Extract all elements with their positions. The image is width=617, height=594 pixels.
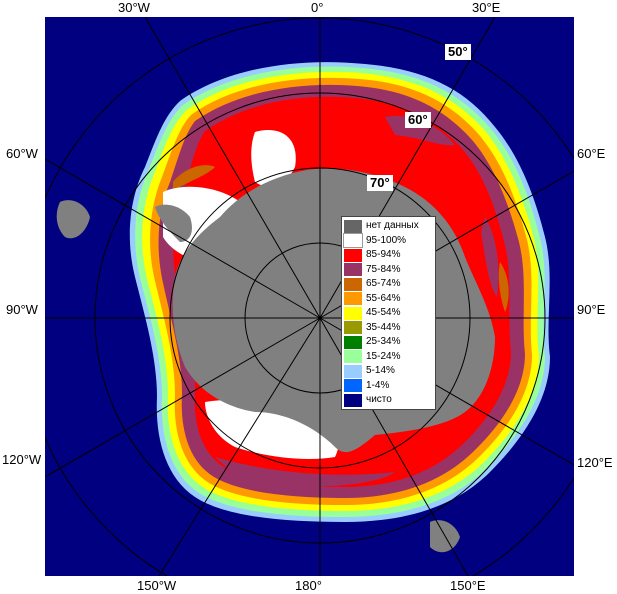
antarctic-peninsula <box>155 204 192 242</box>
sea-ice-map: 50° 60° 70° <box>45 17 574 576</box>
legend-swatch <box>344 364 362 378</box>
legend-label: 65-74% <box>366 278 401 290</box>
legend-item: 15-24% <box>344 350 433 365</box>
legend-swatch <box>344 292 362 306</box>
legend-item: чисто <box>344 393 433 408</box>
lon-label-60w: 60°W <box>6 146 38 161</box>
meridians <box>45 17 574 576</box>
lon-label-120e: 120°E <box>577 455 613 470</box>
legend-item: 65-74% <box>344 277 433 292</box>
meridian-120w <box>45 317 321 478</box>
legend-item: 85-94% <box>344 248 433 263</box>
legend-label: 15-24% <box>366 350 401 362</box>
legend-item: 25-34% <box>344 335 433 350</box>
legend-swatch <box>344 277 362 291</box>
legend-item: 95-100% <box>343 233 433 249</box>
legend-label: 35-44% <box>366 321 401 333</box>
legend-swatch <box>344 321 362 335</box>
ice-patch-purple-3 <box>215 457 395 487</box>
lon-label-30w: 30°W <box>118 0 150 15</box>
legend-label: 85-94% <box>366 249 401 261</box>
lat-label-60: 60° <box>405 112 431 128</box>
ice-patch-purple-1 <box>385 116 455 146</box>
lon-label-30e: 30°E <box>472 0 501 15</box>
lon-label-120w: 120°W <box>2 452 42 467</box>
legend-label: нет данных <box>366 220 419 232</box>
legend-swatch <box>344 350 362 364</box>
legend-label: 5-14% <box>366 365 395 377</box>
map-canvas <box>45 17 574 576</box>
legend-label: 45-54% <box>366 307 401 319</box>
ice-patch-orange-2 <box>498 262 509 312</box>
ice-patch-orange-1 <box>173 165 215 192</box>
lat-label-70: 70° <box>367 175 393 191</box>
meridian-150w <box>158 317 321 576</box>
lon-label-150w: 150°W <box>137 578 177 593</box>
ice-patch-purple-2 <box>481 217 499 297</box>
legend-label: 55-64% <box>366 292 401 304</box>
meridian-60w <box>45 158 321 319</box>
lon-label-60e: 60°E <box>577 146 606 161</box>
legend-swatch <box>344 335 362 349</box>
legend-label: 1-4% <box>366 379 390 391</box>
ice-95-100-weddell <box>251 130 296 187</box>
legend-label: чисто <box>366 394 392 406</box>
legend: нет данных 95-100% 85-94% 75-84% 65-74% 55-64… <box>341 216 436 410</box>
land-south-america <box>56 200 90 239</box>
legend-label: 75-84% <box>366 263 401 275</box>
legend-swatch <box>343 233 363 249</box>
legend-item: 1-4% <box>344 379 433 394</box>
legend-swatch <box>344 306 362 320</box>
legend-item: 5-14% <box>344 364 433 379</box>
legend-label: 25-34% <box>366 336 401 348</box>
legend-swatch <box>344 219 362 233</box>
lon-label-90e: 90°E <box>577 302 606 317</box>
lat-label-50: 50° <box>445 44 471 60</box>
lon-label-90w: 90°W <box>6 302 38 317</box>
legend-item: 35-44% <box>344 321 433 336</box>
legend-item: 75-84% <box>344 263 433 278</box>
legend-item: 55-64% <box>344 292 433 307</box>
legend-swatch <box>344 379 362 393</box>
legend-item: 45-54% <box>344 306 433 321</box>
meridian-30w <box>144 17 321 319</box>
lon-label-150e: 150°E <box>450 578 486 593</box>
legend-label: 95-100% <box>366 234 407 246</box>
legend-swatch <box>344 263 362 277</box>
legend-swatch <box>344 393 362 407</box>
lon-label-180: 180° <box>295 578 322 593</box>
legend-item: нет данных <box>344 219 433 234</box>
legend-swatch <box>344 248 362 262</box>
lon-label-0: 0° <box>311 0 324 15</box>
